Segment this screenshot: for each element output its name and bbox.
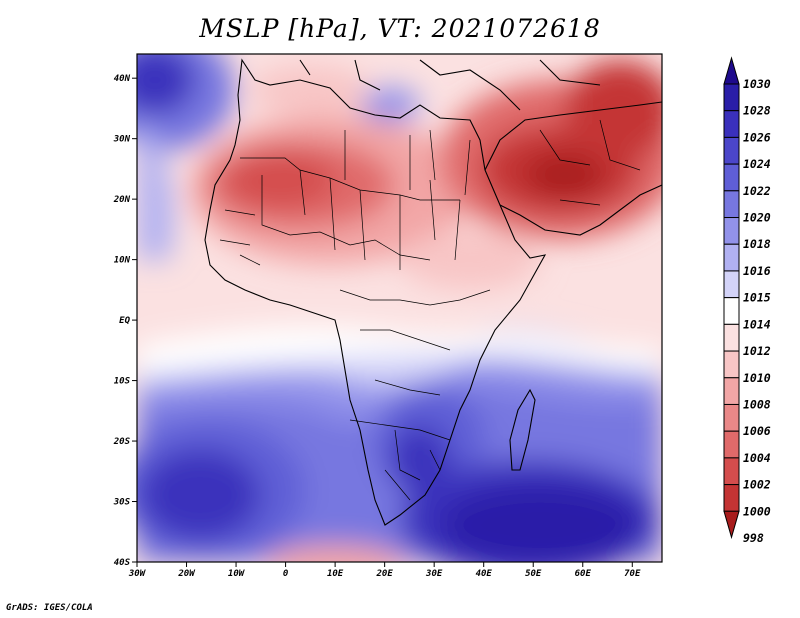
colorbar-label: 1022: [743, 184, 771, 198]
colorbar-label: 1018: [743, 237, 771, 251]
colorbar-swatch: [723, 403, 740, 432]
colorbar-swatch: [723, 190, 740, 219]
colorbar-swatch: [723, 270, 740, 299]
colorbar-swatch: [723, 377, 740, 405]
lat-tick-label: 20S: [113, 437, 131, 447]
lat-tick-label: EQ: [119, 316, 130, 326]
lat-tick-label: 30S: [113, 498, 131, 508]
colorbar-label: 1000: [743, 504, 771, 518]
pressure-colorbar: 1030 1028 1026 1024 1022 1020 1018 1016 1015 1014…: [723, 56, 771, 545]
lon-tick-label: 50E: [525, 569, 542, 579]
lat-tick-label: 30N: [113, 135, 131, 145]
pressure-field: [137, 54, 662, 562]
colorbar-label: 1024: [743, 157, 771, 171]
lat-tick-label: 20N: [113, 195, 131, 205]
colorbar-swatch: [723, 457, 740, 486]
colorbar-swatch: [723, 243, 740, 272]
colorbar-label: 1004: [743, 451, 771, 465]
lon-tick-label: 0: [283, 569, 289, 579]
lon-tick-label: 10W: [228, 569, 246, 579]
colorbar-swatch: [723, 110, 740, 138]
lon-tick-label: 60E: [575, 569, 592, 579]
colorbar-swatch: [723, 323, 740, 352]
colorbar-swatch: [723, 297, 740, 325]
country-borders: [219, 119, 641, 501]
colorbar-label: 1026: [743, 130, 771, 144]
grads-credit: GrADS: IGES/COLA: [6, 603, 93, 613]
lon-tick-label: 20E: [376, 569, 394, 579]
lat-tick-label: 40S: [114, 558, 131, 568]
colorbar-label: 1010: [743, 371, 771, 385]
lat-tick-label: 40N: [114, 74, 131, 84]
lon-tick-label: 70E: [624, 569, 641, 579]
colorbar-swatch: [723, 484, 740, 512]
colorbar-label: 1016: [743, 264, 771, 278]
lat-tick-label: 10S: [114, 377, 131, 387]
colorbar-swatch: [723, 217, 740, 245]
lon-tick-label: 40E: [476, 569, 493, 579]
colorbar-label: 1020: [743, 211, 771, 225]
colorbar-label: 998: [743, 531, 764, 545]
colorbar-bottom-arrow: [723, 510, 740, 540]
colorbar-swatch: [723, 430, 740, 459]
colorbar-swatch: [723, 136, 740, 165]
latitude-axis: 40N 30N 20N 10N EQ 10S 20S 30S 40S: [113, 74, 137, 568]
lon-tick-label: 30W: [128, 569, 147, 579]
colorbar-label: 1014: [743, 317, 771, 331]
colorbar-label: 1012: [743, 344, 771, 358]
lon-tick-label: 20W: [177, 569, 196, 579]
colorbar-label: 1008: [743, 397, 771, 411]
map-frame: [136, 53, 663, 563]
colorbar-label: 1028: [743, 104, 771, 118]
longitude-axis: 30W 20W 10W 0 10E 20E 30E 40E 50E 60E 70E: [128, 562, 641, 579]
colorbar-top-arrow: [723, 56, 740, 85]
lat-tick-label: 10N: [114, 256, 131, 266]
colorbar-label: 1030: [743, 77, 771, 91]
coastlines: [204, 58, 662, 526]
lon-tick-label: 30E: [425, 569, 443, 579]
lon-tick-label: 10E: [327, 569, 344, 579]
colorbar-swatch: [723, 83, 740, 112]
colorbar-swatch: [723, 350, 740, 379]
colorbar-label: 1006: [743, 424, 771, 438]
map-title: MSLP [hPa], VT: 2021072618: [199, 14, 601, 43]
colorbar-swatch: [723, 163, 740, 192]
colorbar-label: 1015: [743, 291, 771, 305]
colorbar-label: 1002: [743, 478, 771, 492]
